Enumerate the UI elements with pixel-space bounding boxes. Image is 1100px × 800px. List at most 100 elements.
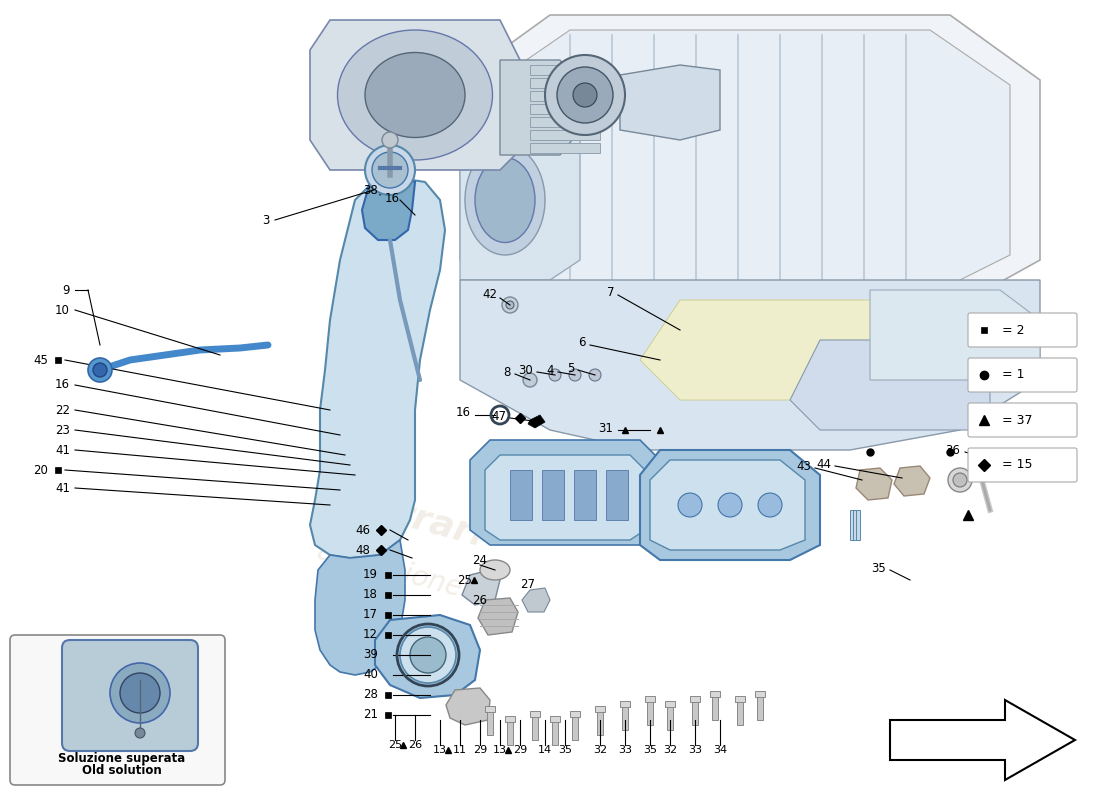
Bar	[710, 691, 720, 697]
Text: 41: 41	[55, 482, 70, 494]
Bar	[550, 716, 560, 722]
Text: 10: 10	[55, 303, 70, 317]
Circle shape	[372, 152, 408, 188]
Text: Soluzione superata: Soluzione superata	[58, 752, 186, 765]
Polygon shape	[530, 78, 600, 88]
Bar	[852, 510, 857, 540]
Text: 30: 30	[518, 363, 534, 377]
Polygon shape	[446, 688, 490, 725]
Text: 36: 36	[945, 443, 960, 457]
Polygon shape	[530, 130, 600, 140]
Bar	[856, 510, 860, 540]
Bar	[385, 712, 390, 718]
Text: = 37: = 37	[1002, 414, 1033, 426]
Text: 7: 7	[606, 286, 614, 299]
Circle shape	[573, 83, 597, 107]
Polygon shape	[490, 30, 1010, 295]
FancyBboxPatch shape	[968, 358, 1077, 392]
Text: 4: 4	[547, 363, 554, 377]
Polygon shape	[310, 20, 520, 170]
Text: 25: 25	[458, 574, 472, 586]
Circle shape	[953, 473, 967, 487]
Polygon shape	[528, 415, 544, 428]
Bar	[385, 592, 390, 598]
Bar	[620, 701, 630, 707]
Bar	[850, 510, 854, 540]
Bar	[385, 572, 390, 578]
Text: 13: 13	[433, 745, 447, 755]
Text: 18: 18	[363, 589, 378, 602]
Bar	[505, 716, 515, 722]
Circle shape	[135, 728, 145, 738]
Text: 35: 35	[558, 745, 572, 755]
Bar	[757, 695, 763, 720]
Text: 3: 3	[263, 214, 270, 226]
Text: 19: 19	[25, 682, 40, 694]
Ellipse shape	[475, 158, 535, 242]
Bar	[385, 692, 390, 698]
Text: 32: 32	[593, 745, 607, 755]
Text: 41: 41	[55, 443, 70, 457]
Polygon shape	[856, 468, 892, 500]
Text: 12: 12	[25, 658, 40, 671]
Bar	[666, 701, 675, 707]
Text: 29: 29	[473, 745, 487, 755]
Polygon shape	[640, 450, 820, 560]
Text: 29: 29	[513, 745, 527, 755]
Text: 43: 43	[796, 459, 811, 473]
Text: 19: 19	[363, 569, 378, 582]
Text: 22: 22	[55, 403, 70, 417]
Bar	[530, 711, 540, 717]
Bar	[735, 696, 745, 702]
Circle shape	[758, 493, 782, 517]
Bar	[597, 710, 603, 735]
Bar	[532, 715, 538, 740]
Polygon shape	[500, 60, 580, 155]
Polygon shape	[870, 290, 1040, 380]
Circle shape	[94, 363, 107, 377]
Text: 42: 42	[482, 289, 497, 302]
Text: 21: 21	[363, 709, 378, 722]
Text: Old solution: Old solution	[82, 764, 162, 777]
Text: 5: 5	[566, 362, 574, 374]
Polygon shape	[530, 104, 600, 114]
Polygon shape	[620, 65, 721, 140]
Bar	[755, 691, 764, 697]
Polygon shape	[310, 178, 446, 558]
Bar	[487, 710, 493, 735]
Bar	[647, 700, 653, 725]
Polygon shape	[460, 95, 580, 280]
Polygon shape	[522, 588, 550, 612]
Polygon shape	[462, 570, 501, 605]
Ellipse shape	[365, 53, 465, 138]
Polygon shape	[530, 117, 600, 127]
Polygon shape	[650, 460, 805, 550]
Polygon shape	[530, 91, 600, 101]
Bar	[692, 700, 698, 725]
Circle shape	[678, 493, 702, 517]
Text: 44: 44	[816, 458, 831, 470]
Circle shape	[522, 373, 537, 387]
FancyBboxPatch shape	[968, 403, 1077, 437]
Text: 45: 45	[33, 354, 48, 366]
Text: 31: 31	[598, 422, 613, 434]
Text: 35: 35	[871, 562, 886, 574]
FancyBboxPatch shape	[968, 448, 1077, 482]
Text: = 1: = 1	[1002, 369, 1024, 382]
Polygon shape	[362, 175, 415, 240]
Polygon shape	[790, 340, 990, 430]
Circle shape	[410, 637, 446, 673]
Polygon shape	[530, 143, 600, 153]
Text: 34: 34	[713, 745, 727, 755]
Circle shape	[506, 301, 514, 309]
Text: 32: 32	[663, 745, 678, 755]
Bar	[55, 467, 60, 473]
Polygon shape	[530, 65, 600, 75]
Polygon shape	[640, 300, 940, 400]
Text: = 2: = 2	[1002, 323, 1024, 337]
Bar	[574, 470, 596, 520]
Text: 40: 40	[363, 669, 378, 682]
Polygon shape	[894, 466, 930, 496]
FancyBboxPatch shape	[10, 635, 225, 785]
Circle shape	[88, 358, 112, 382]
